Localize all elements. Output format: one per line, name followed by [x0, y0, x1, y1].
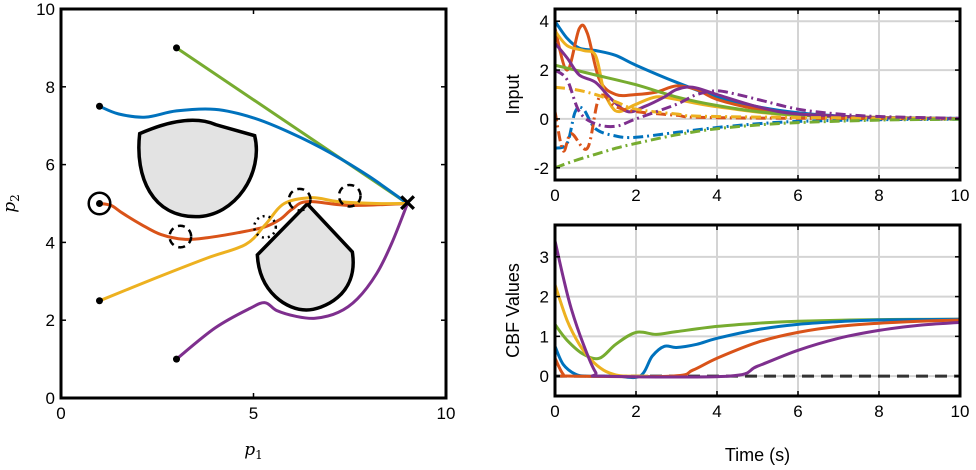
trajectories-ytick-label: 0: [46, 389, 55, 408]
trajectory-xlabel-sub: 1: [255, 448, 263, 462]
cbf-xtick-label: 4: [712, 402, 721, 421]
goal-marker: ×: [399, 187, 417, 220]
trajectories-ytick-label: 10: [36, 0, 55, 19]
trajectories-ytick-label: 8: [46, 78, 55, 97]
trajectories-xtick-label: 10: [437, 404, 456, 423]
trajectories-ytick-label: 2: [46, 311, 55, 330]
trajectories-ytick-label: 6: [46, 156, 55, 175]
input-xtick-label: 0: [550, 186, 559, 205]
input-ytick-label: 4: [540, 12, 549, 31]
start-point-marker: [96, 102, 103, 110]
cbf-xtick-label: 6: [793, 402, 802, 421]
cbf-xtick-label: 10: [951, 402, 970, 421]
trajectory-purple-line: [175, 202, 409, 361]
input-ylabel: Input: [503, 74, 523, 114]
trajectories-xtick-label: 5: [249, 404, 258, 423]
input-xtick-label: 8: [874, 186, 883, 205]
trajectories-xtick-label: 0: [56, 404, 65, 423]
input-frame: [553, 7, 962, 182]
cbf-axes: 0 2 4 6 8 10 0 1 2 3 Time (s) CBF Values: [503, 223, 970, 465]
trajectory-xlabel-main: p: [244, 440, 255, 460]
cbf-xtick-label: 0: [550, 402, 559, 421]
cbf-ytick-label: 1: [540, 327, 549, 346]
input-xtick-label: 2: [631, 186, 640, 205]
obstacle-upper: [137, 118, 258, 219]
input-red-dashdot-line: [555, 93, 960, 153]
input-yellow-dashdot-line: [555, 85, 960, 121]
cbf-ytick-label: 2: [540, 288, 549, 307]
cbf-xlabel: Time (s): [725, 445, 790, 465]
cbf-xtick-label: 8: [874, 402, 883, 421]
input-ytick-label: 2: [540, 61, 549, 80]
safety-circle-solid: [87, 191, 112, 216]
cbf-plot-area: [555, 225, 960, 396]
trajectory-ylabel-main: p: [0, 202, 20, 213]
cbf-frame: [553, 223, 962, 398]
trajectory-red-line: [99, 200, 408, 241]
cbf-ytick-label: 3: [540, 248, 549, 267]
cbf-ylabel: CBF Values: [503, 263, 523, 358]
cbf-xtick-label: 2: [631, 402, 640, 421]
trajectory-xlabel: p1: [244, 440, 263, 462]
input-ytick-label: -2: [534, 159, 549, 178]
cbf-ytick-label: 0: [540, 367, 549, 386]
safety-circle-dashed: [287, 187, 312, 212]
cbf-plot: [555, 240, 960, 380]
safety-circle-dashed: [337, 183, 362, 208]
trajectory-blue-line: [98, 104, 409, 205]
input-plot: [555, 20, 960, 170]
safety-circle-dotted: [253, 214, 278, 239]
trajectory-ylabel-sub: 2: [8, 194, 22, 202]
start-point-marker: [96, 297, 103, 305]
trajectory-frame: [59, 7, 448, 400]
trajectory-ylabel: p2: [0, 194, 22, 213]
start-point-marker: [173, 44, 180, 52]
trajectory-yellow-line: [98, 196, 408, 303]
input-purple-solid-line: [555, 42, 960, 121]
input-xtick-label: 6: [793, 186, 802, 205]
input-xtick-label: 10: [951, 186, 970, 205]
trajectories-ytick-label: 4: [46, 233, 55, 252]
input-xtick-label: 4: [712, 186, 721, 205]
input-ytick-label: 0: [540, 110, 549, 129]
safety-circle-dashed: [168, 224, 193, 249]
cbf-purple-line: [555, 240, 960, 379]
start-point-marker: [96, 200, 103, 207]
start-point-marker: [173, 355, 180, 363]
cbf-red-line: [555, 318, 960, 379]
obstacle-lower: [255, 201, 355, 312]
trajectories-plot: [87, 44, 409, 363]
cbf-green-line: [555, 317, 960, 361]
